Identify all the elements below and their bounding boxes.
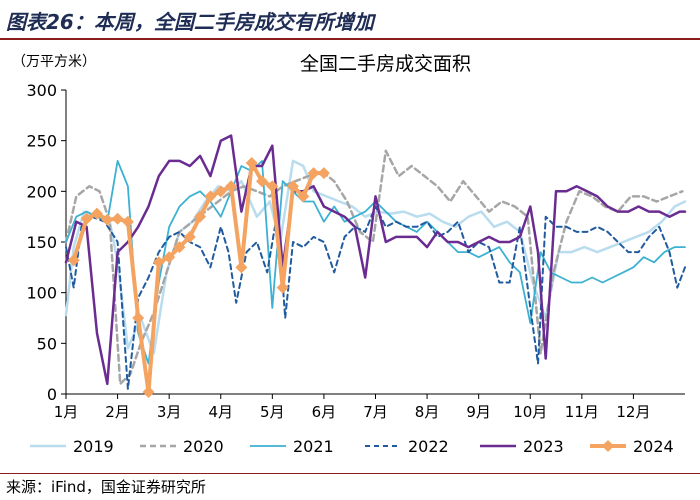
data-point-2024	[297, 190, 310, 203]
data-point-2024	[317, 167, 330, 180]
data-point-2024	[132, 312, 145, 324]
y-tick-label: 150	[26, 233, 57, 252]
data-point-2024	[286, 180, 299, 193]
data-point-2024	[276, 281, 289, 294]
data-point-2024	[225, 180, 238, 193]
y-tick-label: 0	[47, 385, 57, 404]
series-line-2022	[65, 205, 686, 390]
x-tick-label: 8月	[415, 403, 440, 421]
y-tick-label: 200	[26, 182, 57, 201]
y-tick-label: 250	[26, 132, 57, 151]
data-point-2024	[266, 180, 279, 193]
x-tick-label: 9月	[466, 403, 491, 421]
series-line-2019	[64, 159, 687, 355]
x-tick-label: 6月	[312, 403, 337, 421]
chart-title: 全国二手房成交面积	[300, 53, 471, 75]
data-point-2024	[111, 212, 124, 225]
data-point-2024	[214, 185, 227, 198]
header-divider	[0, 38, 700, 40]
line-chart: 全国二手房成交面积 （万平方米） 0 50 100 150 200 250 300 1月 2月 3月 4…	[12, 53, 687, 456]
x-tick-label: 1月	[54, 403, 79, 421]
data-point-2024	[235, 261, 248, 274]
data-point-2024	[121, 215, 134, 228]
x-tick-label: 3月	[157, 403, 182, 421]
y-tick-label: 50	[37, 334, 57, 353]
legend-label-2021: 2021	[293, 437, 334, 456]
figure-title: 图表26：本周，全国二手房成交有所增加	[6, 10, 374, 34]
y-tick-label: 100	[26, 284, 57, 303]
y-tick-label: 300	[26, 81, 57, 100]
legend-label-2024: 2024	[633, 437, 674, 456]
x-tick-label: 2月	[105, 403, 130, 421]
x-tick-label: 10月	[513, 403, 547, 421]
x-tick-label: 7月	[363, 403, 388, 421]
legend-label-2020: 2020	[183, 437, 224, 456]
x-tick-label: 12月	[616, 403, 650, 421]
data-point-2024	[142, 385, 155, 398]
data-point-2024	[194, 210, 207, 223]
x-tick-label: 5月	[260, 403, 285, 421]
data-point-2024	[90, 207, 103, 220]
data-point-2024	[245, 156, 258, 169]
source-note: 来源：iFind，国金证券研究所	[6, 478, 206, 496]
y-axis-unit-label: （万平方米）	[12, 54, 96, 70]
data-point-2024	[163, 251, 176, 264]
legend-marker-2024	[602, 440, 614, 452]
data-point-2024	[173, 241, 186, 254]
data-point-2024	[256, 175, 269, 188]
data-point-2024	[101, 213, 114, 226]
x-tick-label: 4月	[208, 403, 233, 421]
data-point-2024	[183, 230, 196, 243]
x-tick-label: 11月	[565, 403, 599, 421]
data-point-2024	[152, 256, 165, 269]
figure-header: 图表26：本周，全国二手房成交有所增加	[0, 0, 700, 40]
data-point-2024	[204, 190, 217, 203]
legend-label-2022: 2022	[408, 437, 449, 456]
series-line-2023	[64, 134, 687, 386]
footer-divider	[0, 473, 700, 474]
legend-label-2023: 2023	[523, 437, 564, 456]
legend-label-2019: 2019	[73, 437, 114, 456]
data-point-2024	[307, 167, 320, 180]
data-point-2024	[80, 212, 93, 225]
